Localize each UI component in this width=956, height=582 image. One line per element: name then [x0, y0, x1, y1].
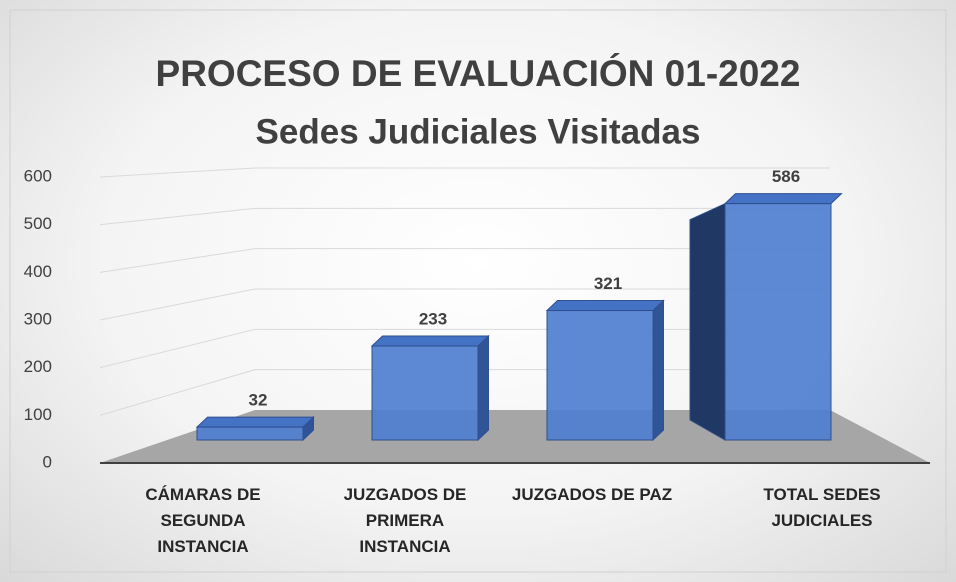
- y-tick-label: 100: [24, 405, 52, 424]
- bar-front: [371, 345, 479, 441]
- data-label: 586: [772, 167, 800, 186]
- chart-title: PROCESO DE EVALUACIÓN 01-2022: [156, 52, 801, 94]
- y-tick-label: 400: [24, 262, 52, 281]
- bar-side: [689, 202, 726, 441]
- bar-front: [196, 426, 304, 441]
- data-label: 32: [249, 391, 268, 410]
- bar-front: [724, 203, 832, 441]
- bar-top: [545, 300, 665, 312]
- y-tick-label: 500: [24, 214, 52, 233]
- x-tick-label: JUZGADOS DE PAZ: [511, 485, 673, 504]
- x-tick-label: JUZGADOS DE PRIMERA INSTANCIA: [343, 485, 467, 556]
- bar: [689, 193, 843, 441]
- grid-line: [99, 248, 830, 273]
- bar: [195, 415, 315, 442]
- bar: [370, 334, 490, 442]
- frame: [9, 9, 947, 573]
- bar-front: [546, 310, 654, 441]
- bar-side: [477, 334, 489, 442]
- bar-side: [652, 299, 664, 442]
- x-tick-label: CÁMARAS DE SEGUNDA INSTANCIA: [145, 485, 261, 556]
- data-label: 233: [419, 310, 447, 329]
- y-tick-label: 600: [24, 166, 52, 185]
- bar-top: [723, 193, 843, 205]
- chart-subtitle: Sedes Judiciales Visitadas: [256, 112, 701, 151]
- data-label: 321: [594, 274, 622, 293]
- y-tick-label: 0: [43, 452, 52, 471]
- x-tick-label: TOTAL SEDES JUDICIALES: [763, 485, 881, 530]
- bar-top: [195, 416, 315, 428]
- grid-line: [99, 207, 830, 226]
- grid-line: [99, 167, 830, 178]
- bar: [545, 299, 665, 442]
- grid-line: [99, 288, 830, 321]
- bar-top: [370, 335, 490, 347]
- y-tick-label: 300: [24, 309, 52, 328]
- y-tick-label: 200: [24, 357, 52, 376]
